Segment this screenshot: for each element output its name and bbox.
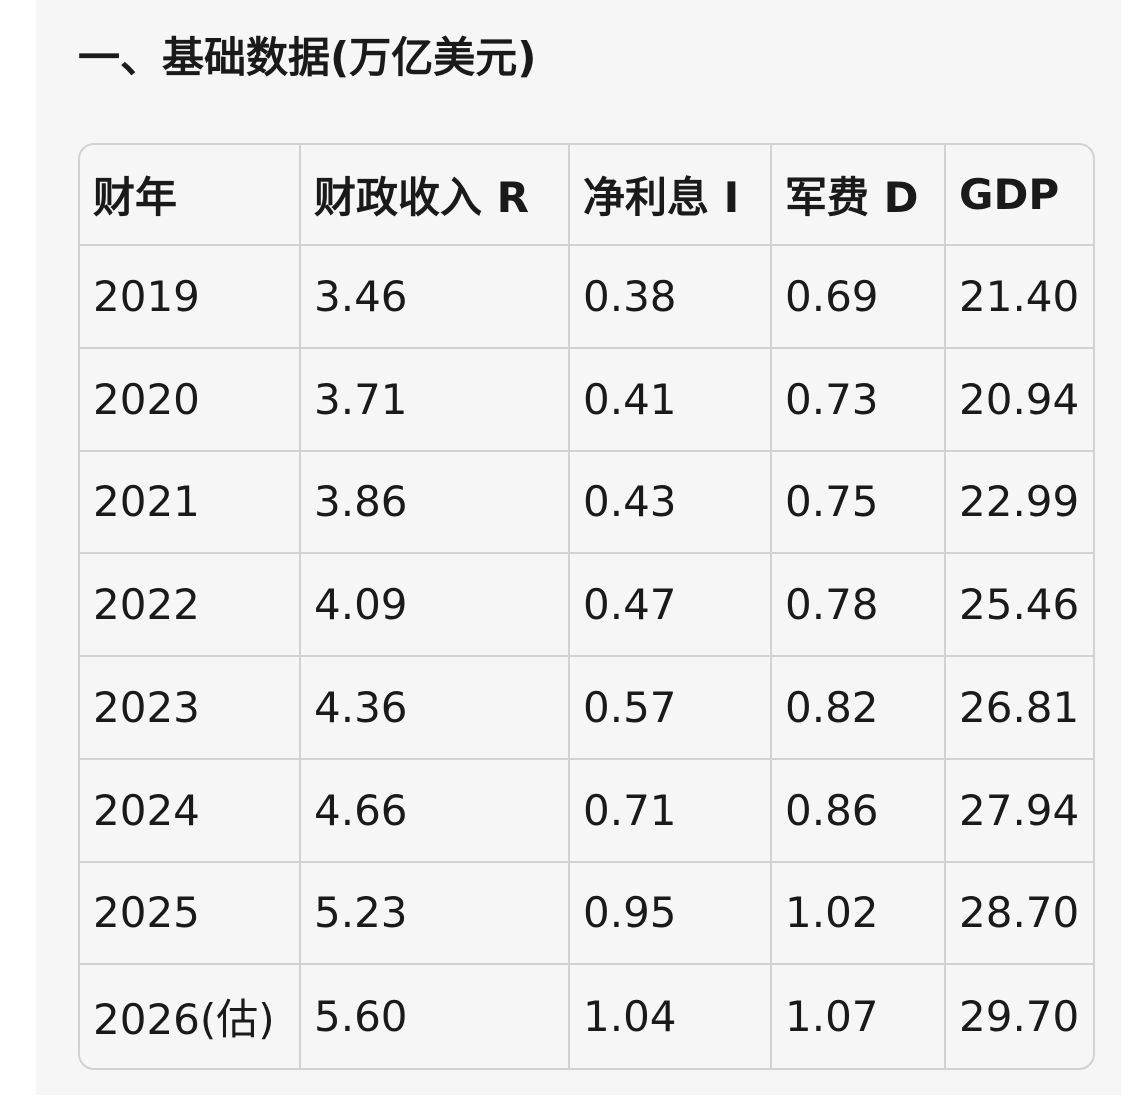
table-cell: 0.75 (772, 451, 946, 555)
table-cell: 0.38 (570, 246, 772, 349)
table-cell: 2024 (80, 759, 301, 863)
table-cell: 4.09 (301, 554, 570, 657)
table-cell: 0.71 (570, 759, 772, 863)
table-cell: 1.02 (772, 862, 946, 966)
table-cell: 2020 (80, 348, 301, 452)
table-cell: 4.66 (301, 759, 570, 863)
table-cell: 4.36 (301, 657, 570, 760)
table-cell: 0.47 (570, 554, 772, 657)
table-cell: 27.94 (946, 760, 1093, 863)
table-cell: 5.23 (301, 862, 570, 966)
table-cell: 0.86 (772, 759, 946, 863)
table-cell: 3.71 (301, 348, 570, 452)
table-cell: 22.99 (946, 452, 1093, 555)
table-cell: 0.95 (570, 862, 772, 966)
table-cell: 3.86 (301, 451, 570, 555)
table-cell: 2023 (80, 657, 301, 760)
header-cell: GDP (946, 145, 1093, 246)
table-cell: 3.46 (301, 246, 570, 349)
section-title: 一、基础数据(万亿美元) (78, 33, 537, 82)
table-cell: 29.70 (959, 992, 1080, 1042)
table-cell: 0.57 (570, 657, 772, 760)
table-cell: 28.70 (946, 863, 1093, 966)
header-cell: 财年 (80, 145, 301, 246)
table-cell: 2021 (80, 451, 301, 555)
table-cell: 2019 (80, 246, 301, 349)
table-cell: 25.46 (946, 554, 1093, 657)
table-cell: 2025 (80, 862, 301, 966)
header-cell: 军费 D (772, 145, 946, 246)
header-cell: 净利息 I (570, 145, 772, 246)
table-cell: 0.43 (570, 451, 772, 555)
table-cell: 21.40 (946, 246, 1093, 349)
table-cell: 0.69 (772, 246, 946, 349)
table-cell: 0.78 (772, 554, 946, 657)
header-cell: 财政收入 R (301, 145, 570, 246)
table-cell: 26.81 (946, 657, 1093, 760)
table-cell: 2026(估) (80, 965, 301, 1068)
table-cell: 0.82 (772, 657, 946, 760)
table-cell: 2022 (80, 554, 301, 657)
table-cell: 0.73 (772, 348, 946, 452)
table-cell: 0.41 (570, 348, 772, 452)
data-table: 财年 财政收入 R 净利息 I 军费 D GDP 2019 3.46 0.38 0.69 21.4… (78, 143, 1095, 1070)
table-cell: 1.07 (772, 965, 946, 1068)
panel (36, 0, 1121, 1095)
table-cell: 1.04 (570, 965, 772, 1068)
table-cell: 20.94 (946, 349, 1093, 452)
table-cell: 5.60 (301, 965, 570, 1068)
